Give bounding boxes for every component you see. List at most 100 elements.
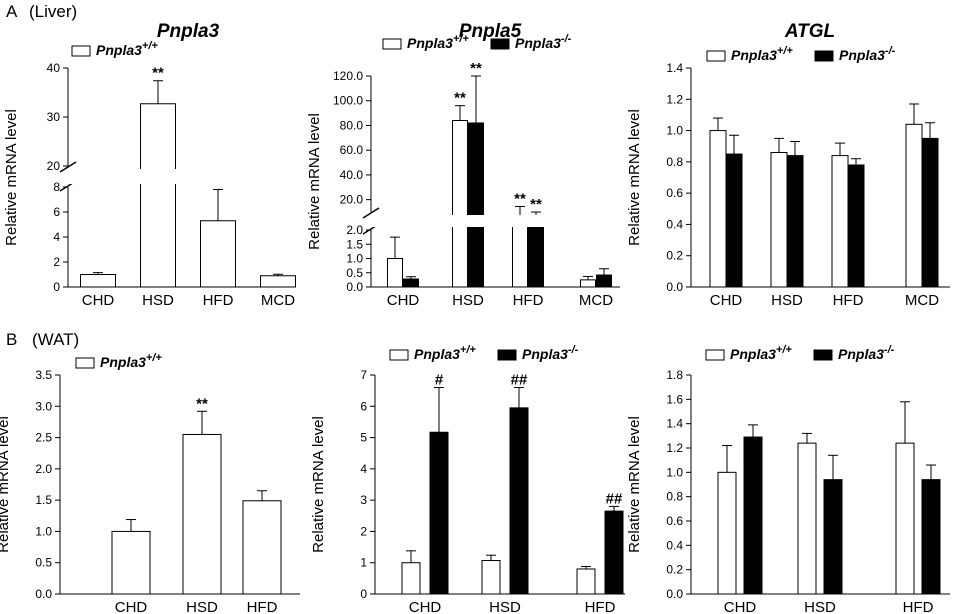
- bar-wt: [580, 279, 596, 288]
- bar-wt: [140, 103, 176, 288]
- bar-wt: [709, 130, 727, 288]
- bar-ko: [725, 153, 743, 288]
- axis-break-gap: [372, 215, 621, 227]
- bar-ko: [743, 436, 763, 595]
- y-tick-label: 120.0: [333, 69, 363, 83]
- x-tick-label: HSD: [771, 292, 803, 309]
- section-a-letter: A: [6, 2, 18, 21]
- y-tick-label: 1.5: [35, 493, 52, 507]
- legend-swatch-ko: [813, 349, 833, 361]
- y-tick-label: 5: [360, 431, 367, 445]
- chart-panel-3: ATGL Pnpla3+/+ Pnpla3-/- Relative mRNA leve…: [626, 21, 950, 309]
- y-tick-label: 20: [47, 159, 61, 173]
- significance-mark: **: [530, 196, 542, 213]
- legend-label-wt: Pnpla3+/+: [731, 45, 793, 63]
- bar-wt: [512, 220, 528, 288]
- y-axis-label: Relative mRNA level: [626, 109, 643, 246]
- bar-ko: [921, 479, 941, 595]
- legend-swatch-ko: [490, 38, 510, 50]
- bar-wt: [80, 274, 116, 288]
- y-tick-label: 1.2: [666, 441, 683, 455]
- bar-wt: [242, 500, 282, 595]
- section-a-title: (Liver): [29, 2, 77, 21]
- bar-ko: [604, 510, 624, 595]
- section-b-title: (WAT): [32, 330, 79, 349]
- chart-panel-5: Pnpla3+/+ Pnpla3-/- Relative mRNA level 0 1 2…: [310, 344, 625, 614]
- y-tick-label: 2: [53, 255, 60, 269]
- y-tick-label: 1.4: [666, 417, 683, 431]
- x-tick-label: HFD: [203, 292, 234, 309]
- bar-ko: [596, 274, 612, 288]
- x-axis: CHD HSD HFD: [375, 593, 625, 614]
- y-axis-label: Relative mRNA level: [310, 416, 327, 553]
- x-axis: CHD HSD HFD: [691, 593, 950, 614]
- y-tick-label: 0.0: [35, 587, 52, 601]
- x-tick-label: HFD: [585, 599, 616, 614]
- y-tick-label: 1.0: [666, 465, 683, 479]
- y-axis: 0.00.51.01.52.0 20.0 40.0 60.0 80.0 100.0 120.…: [333, 69, 380, 294]
- y-tick-label: 0.4: [666, 538, 683, 552]
- y-tick-label: 1.0: [35, 524, 52, 538]
- legend-swatch-wt: [705, 349, 725, 361]
- legend-label-ko: Pnpla3-/-: [838, 344, 895, 362]
- y-tick-label: 0.8: [666, 155, 683, 169]
- bar-wt: [717, 471, 737, 595]
- y-tick-label: 0.0: [666, 587, 683, 601]
- legend-swatch-wt: [382, 38, 402, 50]
- x-axis: CHD HSD HFD MCD: [68, 286, 295, 309]
- x-tick-label: CHD: [387, 292, 420, 309]
- x-tick-label: MCD: [261, 292, 295, 309]
- significance-mark: **: [514, 190, 526, 207]
- x-tick-label: HFD: [833, 292, 864, 309]
- legend: Pnpla3+/+ Pnpla3-/-: [706, 45, 896, 63]
- legend-swatch-wt: [75, 357, 95, 369]
- bar-ko: [921, 137, 939, 288]
- significance-mark: **: [454, 90, 466, 107]
- y-tick-label: 1: [360, 556, 367, 570]
- bar-wt: [895, 442, 915, 595]
- bar-wt: [111, 530, 151, 595]
- y-axis: 0.0 0.2 0.4 0.6 0.8 1.0 1.2 1.4 1.6 1.8: [666, 368, 692, 601]
- y-tick-label: 1.5: [346, 237, 363, 251]
- legend-swatch-wt: [389, 349, 409, 361]
- y-tick-label: 4: [53, 230, 60, 244]
- bar-ko: [528, 220, 544, 288]
- section-a-header: A (Liver): [6, 2, 77, 21]
- bar-ko: [468, 122, 484, 288]
- y-axis-label: Relative mRNA level: [0, 416, 12, 553]
- significance-mark: ##: [511, 372, 528, 389]
- bar-ko: [847, 164, 865, 288]
- legend-swatch-ko: [497, 349, 517, 361]
- y-tick-label: 1.0: [666, 124, 683, 138]
- x-tick-label: CHD: [115, 599, 148, 614]
- y-tick-label: 80.0: [340, 118, 364, 132]
- x-tick-label: HFD: [247, 599, 278, 614]
- x-tick-label: HSD: [804, 599, 836, 614]
- axis-break-gap: [69, 169, 266, 184]
- y-axis: 0 2 4 6 8 20 30 40: [47, 61, 77, 294]
- legend: Pnpla3+/+ Pnpla3-/-: [382, 33, 572, 51]
- chart-title: Pnpla5: [459, 21, 522, 42]
- y-tick-label: 6: [53, 205, 60, 219]
- x-tick-label: HFD: [903, 599, 934, 614]
- y-tick-label: 0.6: [666, 514, 683, 528]
- legend: Pnpla3+/+: [75, 352, 162, 370]
- y-tick-label: 0.8: [666, 490, 683, 504]
- bar-wt: [452, 120, 468, 288]
- x-tick-label: CHD: [82, 292, 115, 309]
- section-b-letter: B: [6, 330, 17, 349]
- bar-ko: [509, 407, 529, 595]
- y-tick-label: 7: [360, 368, 367, 382]
- bar-wt: [200, 220, 236, 288]
- x-tick-label: HSD: [452, 292, 484, 309]
- bar-wt: [387, 258, 403, 288]
- x-tick-label: CHD: [710, 292, 743, 309]
- legend-label-wt: Pnpla3+/+: [730, 344, 792, 362]
- x-tick-label: HSD: [142, 292, 174, 309]
- bar-ko: [823, 479, 843, 595]
- legend: Pnpla3+/+: [71, 40, 158, 58]
- y-tick-label: 4: [360, 462, 367, 476]
